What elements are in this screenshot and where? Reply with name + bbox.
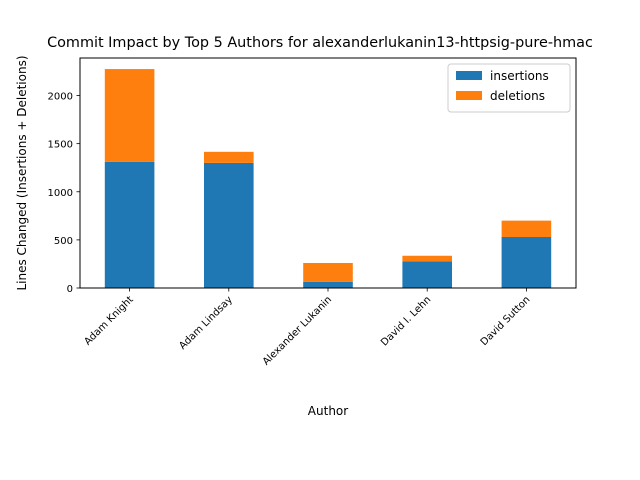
y-axis-label: Lines Changed (Insertions + Deletions) (15, 55, 29, 290)
y-tick-label: 2000 (48, 92, 73, 103)
x-axis: Adam Knight Adam Lindsay Alexander Lukanin… (82, 288, 533, 368)
bar-deletions (501, 220, 552, 237)
bar-insertions (303, 281, 353, 288)
x-tick-label: Adam Knight (82, 294, 135, 347)
bar-insertions (204, 162, 254, 288)
bar-deletions (303, 262, 353, 282)
bar-insertions (501, 237, 552, 288)
bar-deletions (402, 255, 452, 262)
bars-group (104, 69, 552, 288)
x-tick-label: Alexander Lukanin (261, 294, 334, 367)
x-axis-label: Author (308, 404, 348, 418)
y-tick-label: 500 (54, 236, 73, 247)
x-tick-label: David I. Lehn (379, 294, 433, 348)
y-tick-label: 0 (67, 284, 73, 295)
legend-swatch-insertions (456, 71, 482, 80)
bar-deletions (104, 69, 155, 162)
bar-insertions (402, 261, 452, 288)
y-axis: 0 500 1000 1500 2000 (48, 92, 80, 295)
x-tick-label: Adam Lindsay (177, 294, 235, 352)
chart-title: Commit Impact by Top 5 Authors for alexa… (47, 35, 593, 51)
x-tick-label: David Sutton (479, 294, 533, 348)
bar-insertions (104, 161, 155, 288)
legend-label-insertions: insertions (490, 69, 549, 83)
y-tick-label: 1000 (48, 188, 73, 199)
legend-swatch-deletions (456, 91, 482, 100)
bar-deletions (204, 151, 254, 163)
legend-label-deletions: deletions (490, 89, 545, 103)
y-tick-label: 1500 (48, 140, 73, 151)
legend: insertions deletions (447, 63, 571, 113)
